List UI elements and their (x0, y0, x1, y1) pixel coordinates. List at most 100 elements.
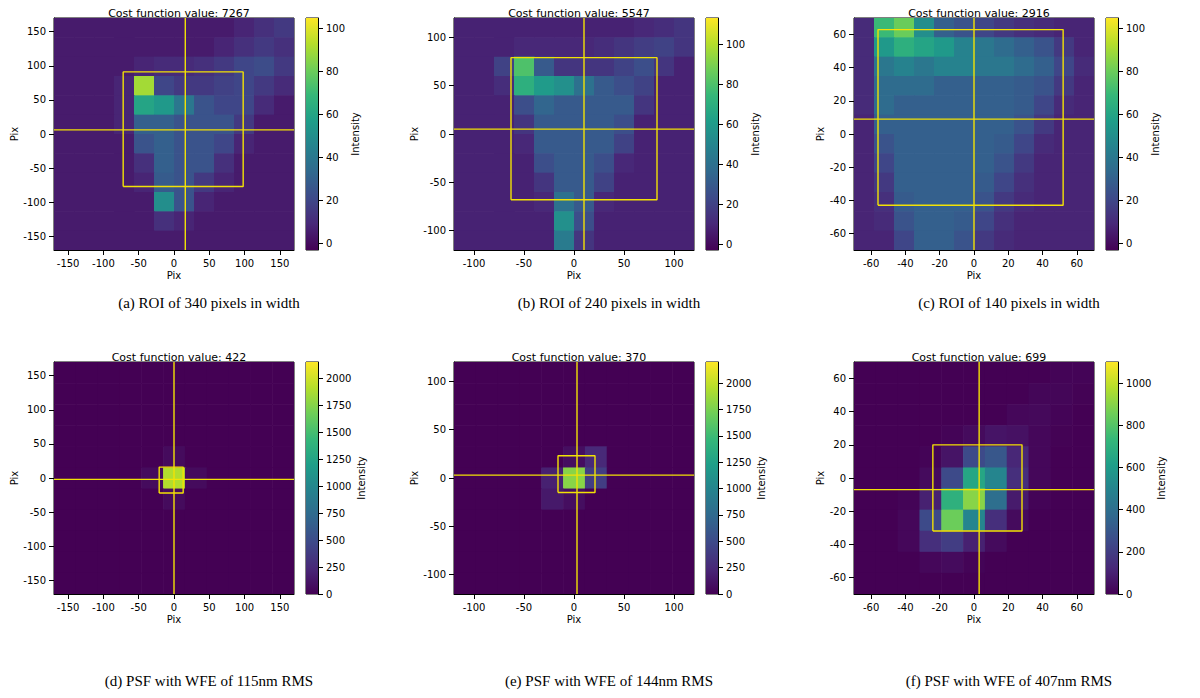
svg-text:Cost function value: 370: Cost function value: 370 (512, 351, 647, 364)
svg-text:-50: -50 (131, 258, 147, 269)
svg-text:-60: -60 (863, 602, 879, 613)
svg-text:-50: -50 (516, 258, 532, 269)
svg-text:0: 0 (40, 473, 46, 484)
svg-text:250: 250 (726, 562, 745, 573)
svg-text:Pix: Pix (567, 270, 582, 281)
svg-text:-40: -40 (897, 602, 913, 613)
svg-text:-50: -50 (30, 507, 46, 518)
svg-text:0: 0 (571, 602, 577, 613)
svg-text:40: 40 (326, 152, 339, 163)
svg-text:-100: -100 (92, 602, 115, 613)
svg-text:(a) ROI of 340 pixels in width: (a) ROI of 340 pixels in width (118, 295, 300, 312)
svg-text:Pix: Pix (567, 614, 582, 625)
svg-text:40: 40 (833, 406, 846, 417)
svg-text:40: 40 (726, 159, 739, 170)
svg-text:-20: -20 (830, 506, 846, 517)
svg-text:-40: -40 (830, 539, 846, 550)
svg-text:Cost function value: 7267: Cost function value: 7267 (108, 7, 250, 20)
svg-text:40: 40 (1036, 602, 1049, 613)
svg-text:60: 60 (1070, 258, 1083, 269)
svg-text:800: 800 (1126, 420, 1145, 431)
svg-text:-100: -100 (463, 602, 486, 613)
svg-text:80: 80 (1126, 66, 1139, 77)
svg-text:Intensity: Intensity (750, 112, 761, 156)
svg-text:80: 80 (726, 79, 739, 90)
svg-text:-50: -50 (430, 177, 446, 188)
svg-text:50: 50 (203, 258, 216, 269)
svg-text:100: 100 (664, 602, 683, 613)
svg-text:60: 60 (1070, 602, 1083, 613)
svg-text:20: 20 (1002, 258, 1015, 269)
svg-text:50: 50 (203, 602, 216, 613)
svg-text:50: 50 (618, 602, 631, 613)
svg-text:-100: -100 (23, 197, 46, 208)
svg-text:600: 600 (1126, 462, 1145, 473)
svg-text:60: 60 (833, 29, 846, 40)
svg-text:100: 100 (664, 258, 683, 269)
svg-text:Pix: Pix (9, 127, 20, 142)
svg-text:Pix: Pix (167, 270, 182, 281)
svg-text:20: 20 (326, 195, 339, 206)
svg-text:150: 150 (270, 258, 289, 269)
svg-text:Intensity: Intensity (356, 456, 367, 500)
svg-text:Intensity: Intensity (1156, 456, 1167, 500)
svg-text:Cost function value: 699: Cost function value: 699 (912, 351, 1047, 364)
svg-text:150: 150 (27, 26, 46, 37)
svg-text:-100: -100 (92, 258, 115, 269)
svg-text:60: 60 (726, 119, 739, 130)
svg-text:50: 50 (618, 258, 631, 269)
svg-text:20: 20 (726, 199, 739, 210)
svg-text:100: 100 (27, 404, 46, 415)
svg-text:-100: -100 (423, 569, 446, 580)
svg-text:0: 0 (840, 129, 846, 140)
svg-text:50: 50 (33, 438, 46, 449)
svg-text:Pix: Pix (409, 471, 420, 486)
svg-text:-150: -150 (57, 258, 80, 269)
svg-text:0: 0 (1126, 589, 1132, 600)
svg-text:750: 750 (326, 508, 345, 519)
svg-text:-100: -100 (23, 541, 46, 552)
svg-text:2000: 2000 (726, 378, 751, 389)
svg-text:1250: 1250 (726, 457, 751, 468)
svg-text:Pix: Pix (815, 471, 826, 486)
svg-text:Intensity: Intensity (350, 112, 361, 156)
svg-text:1000: 1000 (1126, 378, 1151, 389)
svg-text:60: 60 (833, 373, 846, 384)
svg-text:40: 40 (833, 62, 846, 73)
svg-text:Pix: Pix (409, 127, 420, 142)
svg-text:1500: 1500 (726, 430, 751, 441)
svg-text:20: 20 (833, 439, 846, 450)
svg-text:50: 50 (433, 80, 446, 91)
svg-text:60: 60 (1126, 109, 1139, 120)
svg-text:0: 0 (726, 589, 732, 600)
svg-text:1250: 1250 (326, 454, 351, 465)
svg-text:Cost function value: 2916: Cost function value: 2916 (908, 7, 1050, 20)
svg-text:0: 0 (726, 239, 732, 250)
svg-text:100: 100 (427, 376, 446, 387)
svg-text:0: 0 (440, 129, 446, 140)
svg-text:0: 0 (171, 602, 177, 613)
svg-text:-150: -150 (23, 231, 46, 242)
svg-text:40: 40 (1036, 258, 1049, 269)
svg-text:0: 0 (440, 473, 446, 484)
svg-text:0: 0 (40, 129, 46, 140)
svg-text:(f) PSF with WFE of 407nm RMS: (f) PSF with WFE of 407nm RMS (906, 673, 1112, 690)
svg-text:1750: 1750 (726, 404, 751, 415)
svg-text:-40: -40 (897, 258, 913, 269)
svg-text:-50: -50 (430, 521, 446, 532)
svg-text:-40: -40 (830, 195, 846, 206)
svg-text:20: 20 (1002, 602, 1015, 613)
svg-text:100: 100 (1126, 23, 1145, 34)
svg-text:-50: -50 (131, 602, 147, 613)
svg-text:200: 200 (1126, 546, 1145, 557)
svg-text:-20: -20 (932, 258, 948, 269)
svg-text:400: 400 (1126, 504, 1145, 515)
svg-text:0: 0 (971, 602, 977, 613)
svg-text:50: 50 (433, 424, 446, 435)
svg-text:1000: 1000 (326, 481, 351, 492)
svg-text:-60: -60 (863, 258, 879, 269)
svg-text:1000: 1000 (726, 483, 751, 494)
svg-text:100: 100 (235, 602, 254, 613)
svg-text:500: 500 (726, 536, 745, 547)
svg-text:50: 50 (33, 94, 46, 105)
